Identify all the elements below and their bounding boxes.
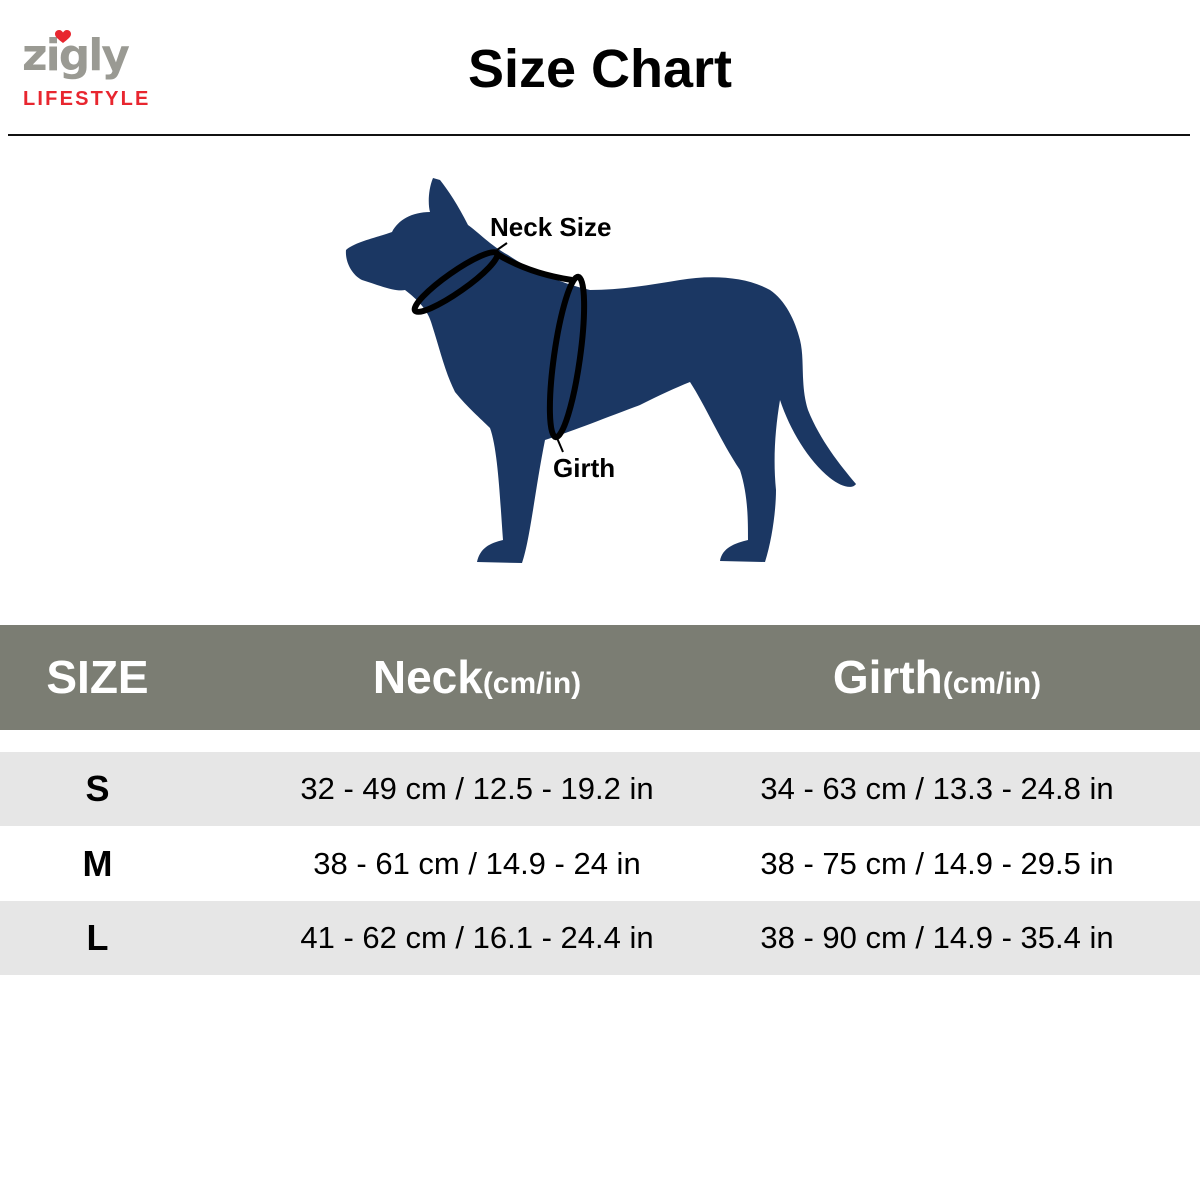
table-row: S 32 - 49 cm / 12.5 - 19.2 in 34 - 63 cm… — [0, 752, 1200, 826]
girth-cell: 38 - 75 cm / 14.9 - 29.5 in — [760, 846, 1114, 881]
zigly-lifestyle-logo: zigly LIFESTYLE — [22, 30, 177, 112]
table-row: M 38 - 61 cm / 14.9 - 24 in 38 - 75 cm /… — [0, 827, 1200, 901]
header-neck-text: Neck — [372, 651, 483, 703]
header-girth: Girth(cm/in) — [704, 625, 1170, 730]
dog-silhouette — [345, 178, 856, 563]
neck-size-label: Neck Size — [490, 212, 612, 242]
girth-label-pointer — [556, 437, 564, 453]
neck-measure-ring — [411, 249, 501, 315]
header-neck-unit: (cm/in) — [482, 667, 582, 700]
neck-label-pointer — [496, 242, 508, 251]
size-cell: M — [82, 843, 113, 884]
neck-cell: 38 - 61 cm / 14.9 - 24 in — [313, 846, 641, 881]
size-cell: S — [85, 768, 110, 809]
dog-measurement-diagram — [345, 178, 856, 563]
header-size: SIZE — [0, 625, 195, 730]
size-cell: L — [86, 917, 109, 958]
neck-cell: 32 - 49 cm / 12.5 - 19.2 in — [300, 771, 654, 806]
strap-line — [495, 251, 573, 283]
header-girth-text: Girth — [832, 651, 943, 703]
girth-label: Girth — [553, 453, 616, 483]
divider — [8, 134, 1190, 136]
girth-measure-ring — [546, 273, 588, 441]
girth-cell: 34 - 63 cm / 13.3 - 24.8 in — [760, 771, 1114, 806]
table-header: SIZE Neck(cm/in) Girth(cm/in) — [0, 625, 1200, 730]
heart-icon — [55, 30, 71, 43]
girth-cell: 38 - 90 cm / 14.9 - 35.4 in — [760, 920, 1114, 955]
logo-subtitle: LIFESTYLE — [23, 88, 151, 110]
table-row: L 41 - 62 cm / 16.1 - 24.4 in 38 - 90 cm… — [0, 901, 1200, 975]
header-neck: Neck(cm/in) — [250, 625, 704, 730]
page-title: Size Chart — [467, 39, 733, 99]
header-size-text: SIZE — [46, 651, 149, 703]
logo-wordmark: zigly — [22, 30, 130, 81]
header-girth-unit: (cm/in) — [942, 667, 1042, 700]
neck-cell: 41 - 62 cm / 16.1 - 24.4 in — [300, 920, 654, 955]
